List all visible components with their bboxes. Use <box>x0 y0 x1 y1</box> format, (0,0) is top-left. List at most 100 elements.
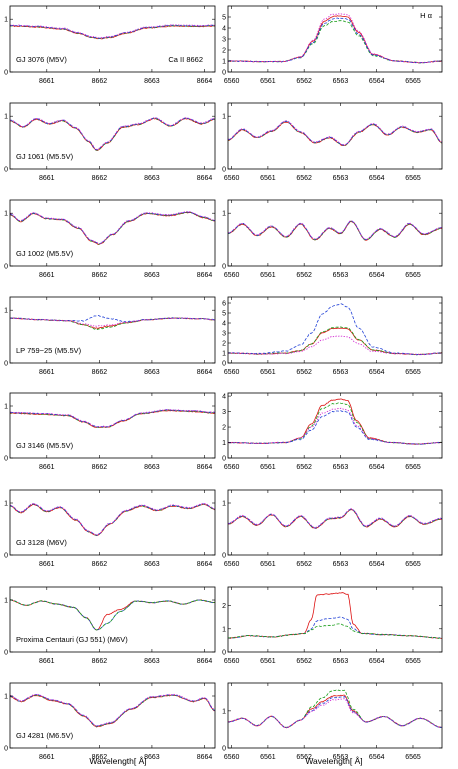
x-tick-label: 6560 <box>224 561 240 568</box>
x-tick-label: 6561 <box>260 464 276 471</box>
x-tick-label: 8662 <box>92 561 108 568</box>
x-tick-label: 6562 <box>296 754 312 761</box>
x-tick-label: 8663 <box>144 272 160 279</box>
series-group <box>228 120 442 147</box>
x-tick-label: 6560 <box>224 175 240 182</box>
y-tick-label: 0 <box>222 553 226 560</box>
x-tick-label: 8663 <box>144 561 160 568</box>
x-tick-label: 8661 <box>39 78 55 85</box>
panels-container: 0 1 8661 8662 8663 8664 GJ 3076 (M5V) Ca II 866… <box>4 5 443 761</box>
star-label: LP 759−25 (M5.5V) <box>16 346 82 355</box>
series-group <box>10 408 215 429</box>
series-line <box>228 335 442 356</box>
x-tick-label: 6563 <box>333 175 349 182</box>
series-line <box>228 509 442 529</box>
y-tick-label: 2 <box>222 341 226 348</box>
x-tick-label: 6563 <box>333 78 349 85</box>
x-tick-label: 8662 <box>92 175 108 182</box>
panel-13: 0 1 2 6560 6561 6562 6563 6564 6565 <box>222 586 443 665</box>
series-line <box>228 616 442 639</box>
series-line <box>10 409 215 428</box>
series-line <box>10 317 215 327</box>
x-tick-label: 6565 <box>405 175 421 182</box>
x-tick-label: 6562 <box>296 175 312 182</box>
series-line <box>228 695 442 729</box>
plot-frame <box>9 102 216 170</box>
x-tick-label: 8662 <box>92 369 108 376</box>
y-tick-label: 0 <box>4 456 8 463</box>
y-tick-label: 1 <box>222 59 226 66</box>
x-tick-label: 8664 <box>197 658 213 665</box>
x-tick-label: 6561 <box>260 561 276 568</box>
x-tick-label: 6564 <box>369 175 385 182</box>
y-tick-label: 1 <box>222 626 226 633</box>
x-tick-label: 8664 <box>197 78 213 85</box>
x-tick-label: 8664 <box>197 175 213 182</box>
series-line <box>228 120 442 147</box>
x-tick-label: 6565 <box>405 78 421 85</box>
x-tick-label: 6563 <box>333 272 349 279</box>
y-tick-label: 1 <box>4 501 8 508</box>
x-tick-label: 8663 <box>144 464 160 471</box>
series-group <box>10 315 215 331</box>
series-line <box>228 220 442 240</box>
series-line <box>228 303 442 356</box>
plot-frame <box>227 489 443 556</box>
x-tick-label: 8664 <box>197 754 213 761</box>
series-group <box>10 24 215 40</box>
star-label: Proxima Centauri (GJ 551) (M6V) <box>16 635 128 644</box>
series-group <box>228 220 442 241</box>
panel-10: 0 1 8661 8662 8663 8664 GJ 3128 (M6V) <box>4 489 216 568</box>
y-tick-label: 0 <box>222 264 226 271</box>
x-tick-label: 6565 <box>405 464 421 471</box>
y-tick-label: 1 <box>4 404 8 411</box>
y-tick-label: 1 <box>4 694 8 701</box>
panel-7: 0 1 2 3 4 5 6 6560 6561 6562 6563 6564 6565 <box>222 296 443 376</box>
y-tick-label: 4 <box>222 26 226 33</box>
series-line <box>228 407 442 445</box>
x-tick-label: 6565 <box>405 658 421 665</box>
y-tick-label: 0 <box>4 361 8 368</box>
y-tick-label: 1 <box>222 440 226 447</box>
x-tick-label: 8662 <box>92 464 108 471</box>
star-label: GJ 3128 (M6V) <box>16 538 67 547</box>
series-line <box>10 315 215 323</box>
series-line <box>228 120 442 146</box>
x-tick-label: 6564 <box>369 78 385 85</box>
x-tick-label: 8664 <box>197 272 213 279</box>
panel-9: 0 1 2 3 4 6560 6561 6562 6563 6564 6565 <box>222 392 443 471</box>
series-line <box>10 117 215 151</box>
x-tick-label: 6562 <box>296 561 312 568</box>
series-line <box>228 592 442 639</box>
y-tick-label: 0 <box>4 746 8 753</box>
y-tick-label: 0 <box>222 456 226 463</box>
series-line <box>10 212 215 246</box>
plot-frame <box>227 392 443 459</box>
plot-frame <box>227 586 443 653</box>
x-tick-label: 6560 <box>224 658 240 665</box>
x-tick-label: 8661 <box>39 369 55 376</box>
y-tick-label: 1 <box>4 598 8 605</box>
series-line <box>228 13 442 64</box>
x-tick-label: 6565 <box>405 369 421 376</box>
plot-frame <box>227 102 443 170</box>
x-tick-label: 6560 <box>224 272 240 279</box>
x-tick-label: 6563 <box>333 369 349 376</box>
y-tick-label: 0 <box>222 746 226 753</box>
series-line <box>10 503 215 536</box>
star-label: GJ 3076 (M5V) <box>16 55 67 64</box>
y-tick-label: 3 <box>222 409 226 416</box>
panel-title: Ca II 8662 <box>168 55 203 64</box>
star-label: GJ 1061 (M5.5V) <box>16 152 74 161</box>
x-tick-label: 8661 <box>39 561 55 568</box>
series-group <box>228 13 442 64</box>
plot-frame <box>9 296 216 364</box>
x-tick-label: 6560 <box>224 754 240 761</box>
series-line <box>10 409 215 428</box>
plot-frame <box>9 586 216 653</box>
y-tick-label: 1 <box>4 114 8 121</box>
x-tick-label: 6562 <box>296 78 312 85</box>
y-tick-label: 2 <box>222 48 226 55</box>
x-tick-label: 6560 <box>224 464 240 471</box>
